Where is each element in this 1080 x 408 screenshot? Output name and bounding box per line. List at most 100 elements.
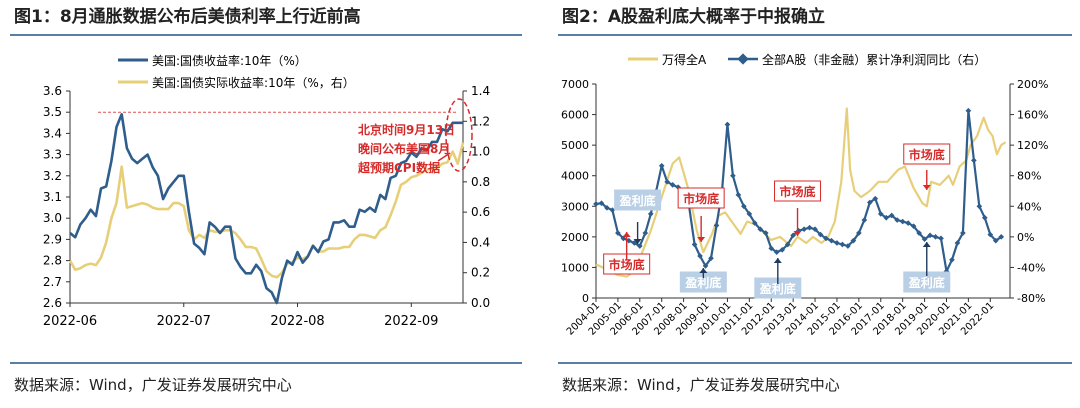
series-profit-growth-marker bbox=[965, 107, 972, 114]
profit-bottom-tag-label: 盈利底 bbox=[619, 193, 656, 208]
annotation-arrow-head bbox=[922, 185, 931, 190]
left-ytick-label: 3.4 bbox=[43, 126, 62, 140]
series-profit-growth-marker bbox=[998, 234, 1005, 240]
right-y2tick-label: -80% bbox=[1017, 292, 1045, 305]
left-ytick-label: 2.7 bbox=[43, 275, 62, 289]
right-y2tick-label: -40% bbox=[1017, 261, 1045, 274]
annotation-arrow-head bbox=[699, 268, 708, 273]
series-profit-growth-marker bbox=[861, 217, 868, 223]
series-profit-growth-marker bbox=[866, 199, 873, 206]
right-ytick-label: 0 bbox=[582, 292, 589, 305]
market-bottom-tag bbox=[774, 180, 822, 202]
annotation-line-1: 北京时间9月13日 bbox=[358, 122, 455, 137]
legend-label-yield: 美国:国债收益率:10年（%） bbox=[152, 53, 307, 68]
annotation-arrow-head bbox=[773, 258, 782, 263]
market-bottom-tag bbox=[677, 187, 725, 209]
annotation-line-3: 超预期CPI数据 bbox=[357, 160, 440, 175]
series-profit-growth-marker bbox=[850, 237, 857, 244]
series-profit-growth-marker bbox=[856, 230, 862, 236]
left-ytick-label: 2.6 bbox=[43, 296, 62, 310]
profit-bottom-tag bbox=[614, 189, 662, 211]
series-real-yield-line bbox=[68, 142, 465, 279]
market-bottom-tag-label: 市场底 bbox=[683, 191, 719, 206]
series-profit-growth-marker bbox=[828, 237, 835, 244]
right-ytick-label: 1000 bbox=[561, 261, 589, 274]
series-profit-growth-marker bbox=[702, 263, 709, 269]
right-y2tick-label: 40% bbox=[1017, 200, 1041, 213]
left-axes-group: 2.6 2.7 2.8 2.9 3.0 3.1 3.2 3.3 3.4 3.5 3.6 0.0 0.2 0… bbox=[43, 84, 490, 329]
series-profit-growth-marker bbox=[960, 230, 966, 236]
series-profit-growth-marker bbox=[839, 241, 846, 248]
annotation-line-2: 晚间公布美国8月 bbox=[358, 141, 450, 156]
series-profit-growth-marker bbox=[762, 230, 769, 236]
series-profit-growth-marker bbox=[823, 235, 829, 242]
series-profit-growth-marker bbox=[713, 222, 720, 229]
left-y2tick-label: 0.8 bbox=[471, 175, 490, 189]
legend-label-wind-a: 万得全A bbox=[662, 52, 707, 67]
series-profit-growth-marker bbox=[927, 232, 933, 239]
right-ytick-label: 4000 bbox=[561, 170, 589, 183]
legend-label-profit-growth: 全部A股（非金融）累计净利润同比（右） bbox=[762, 52, 986, 67]
series-profit-growth-marker bbox=[888, 212, 895, 219]
left-top-rule bbox=[10, 34, 522, 36]
left-bottom-rule bbox=[10, 362, 522, 364]
series-profit-growth-marker bbox=[877, 211, 884, 217]
series-profit-growth-marker bbox=[954, 240, 961, 246]
series-profit-growth-marker bbox=[741, 203, 747, 210]
series-profit-growth-marker bbox=[812, 226, 818, 233]
left-y2tick-label: 1.2 bbox=[471, 114, 490, 128]
right-legend: 万得全A 全部A股（非金融）累计净利润同比（右） bbox=[628, 52, 986, 67]
left-figure-title: 图1：8月通胀数据公布后美债利率上行近前高 bbox=[14, 7, 361, 27]
market-bottom-tag-label: 市场底 bbox=[909, 147, 945, 162]
series-profit-growth-marker bbox=[817, 231, 824, 238]
series-profit-growth-marker bbox=[916, 230, 922, 236]
left-legend: 美国:国债收益率:10年（%） 美国:国债实际收益率:10年（%，右） bbox=[118, 53, 355, 90]
right-bottom-rule bbox=[558, 362, 1072, 364]
right-panel: 图2：A股盈利底大概率于中报确立 0 1000 2000 3000 4000 5000 60… bbox=[548, 0, 1080, 408]
right-ytick-label: 5000 bbox=[561, 139, 589, 152]
left-ytick-label: 3.5 bbox=[43, 105, 62, 119]
series-profit-growth-marker bbox=[647, 211, 654, 217]
left-xtick-label: 2022-06 bbox=[43, 314, 97, 329]
right-y2tick-label: 160% bbox=[1017, 109, 1048, 122]
left-xtick-label: 2022-09 bbox=[384, 314, 438, 329]
left-ytick-label: 3.6 bbox=[43, 84, 62, 98]
market-bottom-tag bbox=[903, 143, 951, 165]
series-profit-growth-marker bbox=[730, 172, 736, 179]
series-profit-growth-marker bbox=[883, 214, 890, 221]
market-bottom-tag-label: 市场底 bbox=[780, 184, 816, 199]
left-ytick-label: 3.3 bbox=[43, 148, 62, 162]
series-profit-growth-marker bbox=[593, 201, 599, 207]
legend-marker-profit-growth bbox=[737, 53, 749, 65]
series-profit-growth-marker bbox=[976, 203, 983, 210]
series-profit-growth-marker bbox=[938, 235, 944, 242]
right-y2tick-label: 200% bbox=[1017, 78, 1048, 91]
left-y2tick-label: 1.0 bbox=[471, 145, 490, 159]
right-chart: 0 1000 2000 3000 4000 5000 6000 7000 -80% -40% 0% 4… bbox=[561, 52, 1048, 338]
series-profit-growth-marker bbox=[932, 234, 939, 240]
left-xtick-label: 2022-07 bbox=[157, 314, 211, 329]
series-profit-growth-marker bbox=[735, 191, 742, 198]
annotation-arrow-head bbox=[793, 231, 802, 236]
right-ytick-label: 6000 bbox=[561, 109, 589, 122]
right-y2tick-label: 0% bbox=[1017, 231, 1034, 244]
series-profit-growth-marker bbox=[971, 157, 977, 164]
left-y2tick-label: 0.2 bbox=[471, 266, 490, 280]
annotation-arrow-head bbox=[922, 242, 931, 247]
right-figure-title: 图2：A股盈利底大概率于中报确立 bbox=[562, 7, 825, 27]
annotation-arrow bbox=[437, 152, 451, 162]
legend-label-real-yield: 美国:国债实际收益率:10年（%，右） bbox=[152, 75, 355, 90]
right-top-rule bbox=[558, 34, 1072, 36]
series-profit-growth-marker bbox=[801, 226, 807, 233]
annotation-arrow-head bbox=[622, 232, 631, 237]
series-profit-growth-marker bbox=[708, 255, 714, 262]
series-profit-growth-marker bbox=[992, 237, 999, 244]
series-profit-growth-marker bbox=[872, 195, 879, 202]
series-profit-growth-marker bbox=[768, 245, 775, 252]
highlight-ellipse bbox=[445, 98, 473, 172]
left-panel: 图1：8月通胀数据公布后美债利率上行近前高 2.6 2.7 2.8 2.9 3.0 3.1… bbox=[0, 0, 530, 408]
series-profit-growth-marker bbox=[834, 240, 840, 246]
series-profit-growth-marker bbox=[949, 256, 955, 263]
right-source-note: 数据来源：Wind，广发证券发展研究中心 bbox=[562, 376, 840, 394]
